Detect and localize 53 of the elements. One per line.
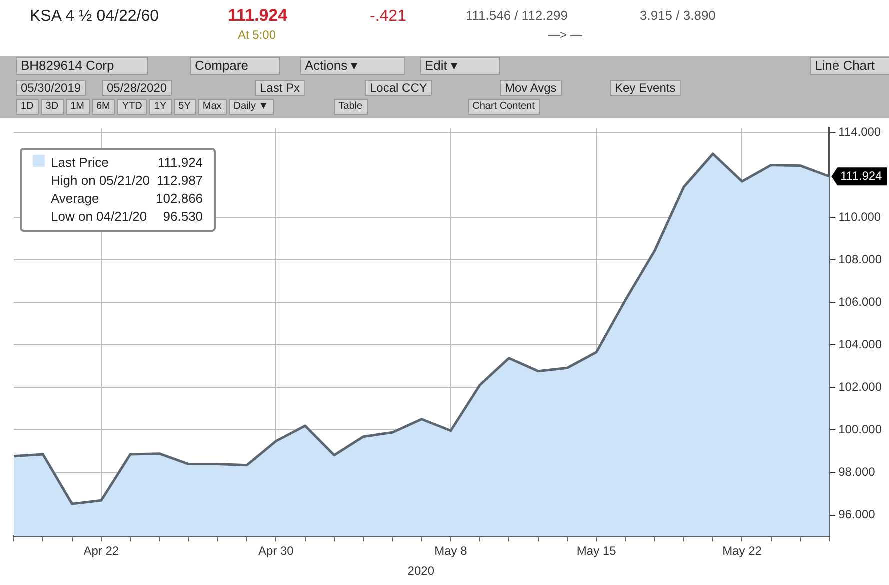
text: Line Chart [810,57,889,75]
text: Chart Content [468,99,540,115]
annotation: High on 05/21/20 [50,172,152,190]
annotation: 96.530 [162,208,204,226]
chart-title: KSA 4 ½ 04/22/60 [30,8,159,26]
text: Key Events [610,80,681,96]
x-axis-title: 2020 [408,564,434,578]
text: Daily ▼ [228,99,274,115]
y-tick-label: 100.000 [838,422,882,437]
text: Table [334,99,368,115]
y-tick-label: 104.000 [838,337,882,352]
text: 111.924 [228,6,288,26]
text: Last Px [255,80,306,96]
text: Local CCY [365,80,432,96]
annotation: 102.866 [155,190,204,208]
text: 05/28/2020 [102,80,172,96]
y-tick-label: 110.000 [838,210,882,224]
x-tick-label: May 22 [722,544,762,558]
annotation: Average [50,190,100,208]
text: Compare [190,57,280,75]
x-tick-label: May 15 [576,544,617,558]
text: 1Y [149,99,172,115]
text: -.421 [370,8,406,26]
y-tick-label: 114.000 [838,124,882,139]
text: 3D [40,99,64,115]
x-tick-label: Apr 30 [258,544,294,558]
text: Edit ▾ [420,57,500,75]
y-tick-label: 108.000 [838,252,882,266]
text: Mov Avgs [500,80,562,96]
text: 111.924 [840,168,883,183]
text: Actions ▾ [300,57,405,75]
text: 1D [16,99,39,115]
text: Max [198,99,227,115]
annotation: Low on 04/21/20 [50,208,148,226]
y-tick-label: 96.000 [838,508,876,522]
x-tick-label: Apr 22 [84,544,120,558]
text: YTD [117,99,148,115]
y-tick-label: 98.000 [838,465,876,480]
annotation: 111.924 [156,154,204,172]
text: 05/30/2019 [16,80,86,96]
text: 111.546 / 112.299 [466,8,568,23]
y-tick-label: 106.000 [838,294,882,309]
x-tick-label: May 8 [434,544,468,558]
text: 3.915 / 3.890 [640,8,716,23]
legend-label: Last Price [50,154,110,172]
text: 5Y [174,99,196,115]
y-tick-label: 102.000 [838,380,882,394]
text: BH829614 Corp [16,57,148,75]
text: At 5:00 [238,28,276,42]
text: —> — [548,28,582,42]
text: 1M [66,99,90,115]
text: 6M [92,99,116,115]
annotation: 112.987 [156,172,204,190]
